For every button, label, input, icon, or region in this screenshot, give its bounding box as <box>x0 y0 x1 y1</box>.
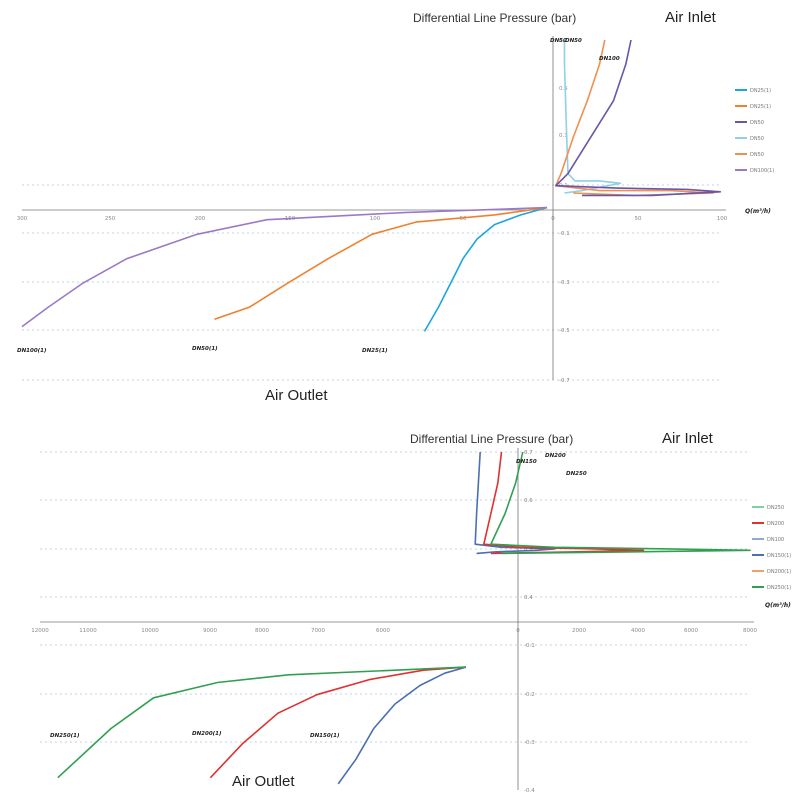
y-tick-label: -0.7 <box>559 378 570 384</box>
series-curve <box>423 206 548 332</box>
y-tick-label: -0.1 <box>524 643 535 649</box>
chart-title: Differential Line Pressure (bar) <box>410 432 573 446</box>
legend-label: DN25(1) <box>750 88 771 94</box>
x-tick-label: 100 <box>717 216 728 222</box>
curve-label: DN100(1) <box>17 348 47 354</box>
x-tick-label: 11000 <box>79 628 97 634</box>
y-tick-label: 0.5 <box>559 86 568 92</box>
air-outlet-label: Air Outlet <box>265 387 328 404</box>
x-tick-label: 250 <box>105 216 116 222</box>
air-inlet-label: Air Inlet <box>662 430 714 447</box>
x-tick-label: 50 <box>460 216 467 222</box>
legend-label: DN25(1) <box>750 104 771 110</box>
x-tick-label: 300 <box>17 216 28 222</box>
legend-label: DN100 <box>767 537 784 543</box>
x-tick-label: 4000 <box>631 628 645 634</box>
x-tick-label: 200 <box>195 216 206 222</box>
x-tick-label: 6000 <box>684 628 698 634</box>
y-tick-label: -0.5 <box>559 328 570 334</box>
y-tick-label: 0.4 <box>524 595 533 601</box>
x-tick-label: 0 <box>551 216 555 222</box>
series-curve <box>21 206 548 328</box>
y-tick-label: -0.2 <box>524 692 535 698</box>
y-tick-label: 0.7 <box>524 450 533 456</box>
legend-label: DN250(1) <box>767 585 791 591</box>
y-tick-label: -0.4 <box>524 788 535 794</box>
curve-label: DN250 <box>566 471 587 477</box>
legend-label: DN50 <box>750 152 764 158</box>
legend-label: DN50 <box>750 120 764 126</box>
y-tick-label: 0.6 <box>524 498 533 504</box>
x-axis-unit: Q(m³/h) <box>765 602 791 609</box>
series-curve <box>57 666 467 779</box>
x-tick-label: 12000 <box>31 628 49 634</box>
series-curve <box>563 40 622 194</box>
x-tick-label: 100 <box>370 216 381 222</box>
x-tick-label: 0 <box>516 628 520 634</box>
legend-label: DN100(1) <box>750 168 774 174</box>
chart-title: Differential Line Pressure (bar) <box>413 11 576 25</box>
curve-label: DN150 <box>516 459 537 465</box>
x-tick-label: 9000 <box>203 628 217 634</box>
x-tick-label: 2000 <box>572 628 586 634</box>
series-curve <box>483 451 645 555</box>
series-curve <box>490 451 751 555</box>
x-tick-label: 7000 <box>311 628 325 634</box>
x-tick-label: 8000 <box>743 628 757 634</box>
series-curve <box>555 39 722 197</box>
y-tick-label: -0.1 <box>559 231 570 237</box>
curve-label: DN50(1) <box>192 346 218 352</box>
legend-label: DN50 <box>750 136 764 142</box>
legend-label: DN200(1) <box>767 569 791 575</box>
curve-label: DN250(1) <box>50 733 80 739</box>
y-tick-label: -0.3 <box>524 740 535 746</box>
series-curve <box>214 206 548 321</box>
curve-label: DN150(1) <box>310 733 340 739</box>
series-curve <box>555 39 715 197</box>
y-tick-label: 0.3 <box>559 133 568 139</box>
curve-label: DN50 <box>550 38 567 44</box>
x-tick-label: 10000 <box>141 628 159 634</box>
x-axis-unit: Q(m³/h) <box>745 208 771 215</box>
curve-label: DN50 <box>565 38 582 44</box>
air-inlet-label: Air Inlet <box>665 9 717 26</box>
series-curve <box>209 666 467 779</box>
legend-label: DN150(1) <box>767 553 791 559</box>
air-outlet-label: Air Outlet <box>232 773 295 790</box>
legend-label: DN250 <box>767 505 784 511</box>
legend-label: DN200 <box>767 521 784 527</box>
curve-label: DN25(1) <box>362 348 388 354</box>
x-tick-label: 8000 <box>255 628 269 634</box>
x-tick-label: 50 <box>635 216 642 222</box>
series-curve <box>474 451 556 555</box>
curve-label: DN100 <box>599 56 620 62</box>
curve-label: DN200(1) <box>192 731 222 737</box>
series-curve <box>337 666 467 785</box>
curve-label: DN200 <box>545 453 566 459</box>
y-tick-label: -0.3 <box>559 280 570 286</box>
x-tick-label: 6000 <box>376 628 390 634</box>
y-tick-label: 0.7 <box>559 38 568 44</box>
